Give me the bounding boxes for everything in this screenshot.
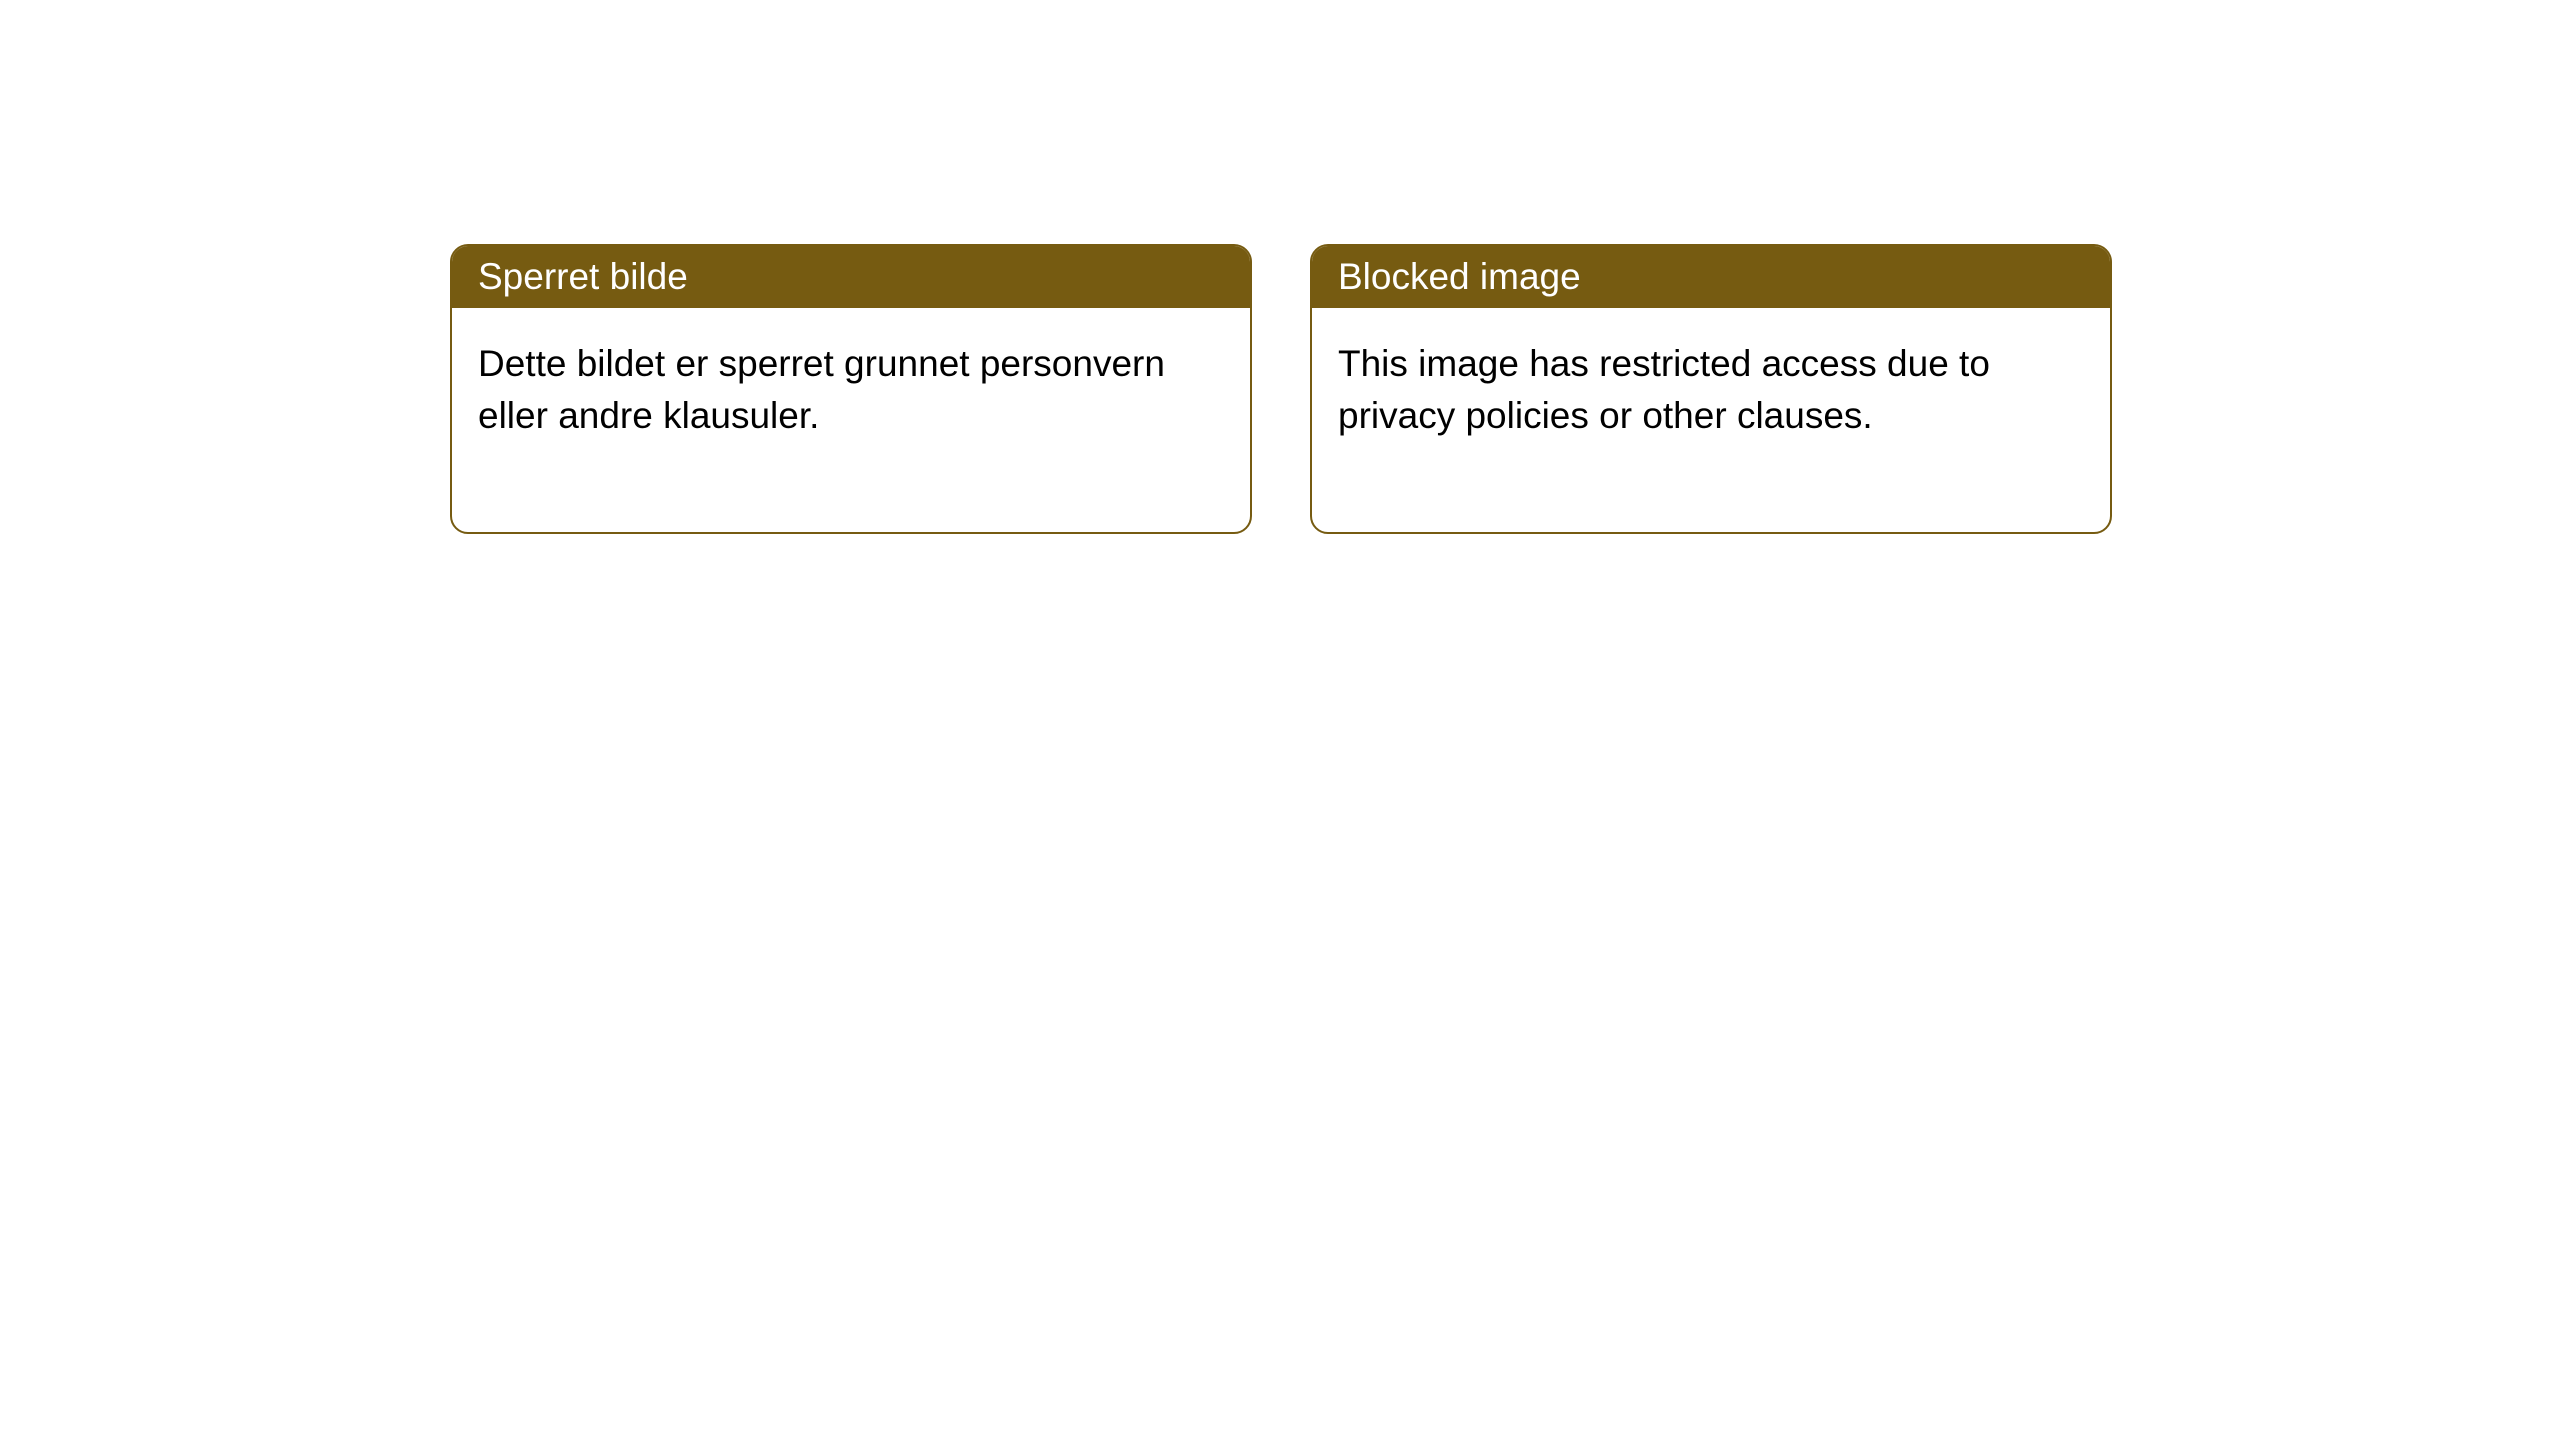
notice-card-english: Blocked image This image has restricted …: [1310, 244, 2112, 534]
card-body-text: Dette bildet er sperret grunnet personve…: [478, 343, 1165, 436]
card-title: Blocked image: [1338, 256, 1581, 297]
notice-card-norwegian: Sperret bilde Dette bildet er sperret gr…: [450, 244, 1252, 534]
notice-container: Sperret bilde Dette bildet er sperret gr…: [0, 0, 2560, 534]
card-title: Sperret bilde: [478, 256, 688, 297]
card-body-text: This image has restricted access due to …: [1338, 343, 1990, 436]
card-header: Sperret bilde: [452, 246, 1250, 308]
card-header: Blocked image: [1312, 246, 2110, 308]
card-body: This image has restricted access due to …: [1312, 308, 2110, 532]
card-body: Dette bildet er sperret grunnet personve…: [452, 308, 1250, 532]
